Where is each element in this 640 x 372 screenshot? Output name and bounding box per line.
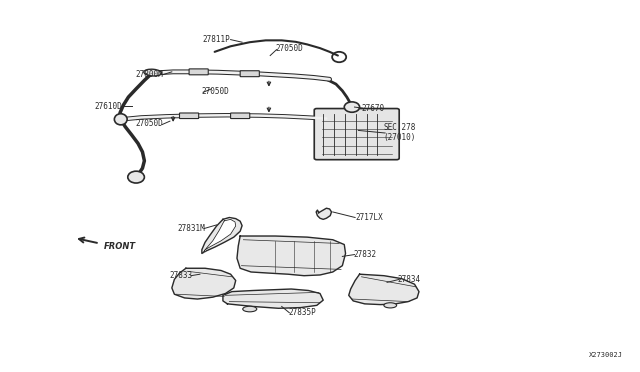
Text: 27800M: 27800M: [136, 70, 164, 79]
Text: 27811P: 27811P: [203, 35, 230, 44]
Polygon shape: [223, 289, 323, 308]
Ellipse shape: [243, 306, 257, 312]
FancyBboxPatch shape: [230, 113, 250, 119]
Text: SEC.278
(27010): SEC.278 (27010): [384, 122, 416, 142]
Ellipse shape: [128, 171, 145, 183]
Text: 27833: 27833: [169, 271, 192, 280]
Text: 27831M: 27831M: [177, 224, 205, 233]
Text: 27832: 27832: [353, 250, 376, 259]
Text: 27670: 27670: [362, 104, 385, 113]
Ellipse shape: [144, 69, 161, 76]
Text: 2717LX: 2717LX: [355, 213, 383, 222]
Text: 27050D: 27050D: [275, 44, 303, 53]
Ellipse shape: [344, 102, 360, 112]
Polygon shape: [202, 218, 242, 253]
Text: FRONT: FRONT: [104, 241, 136, 250]
Text: 27835P: 27835P: [288, 308, 316, 317]
Polygon shape: [237, 236, 346, 276]
FancyBboxPatch shape: [189, 69, 208, 75]
Text: 27050D: 27050D: [202, 87, 230, 96]
Ellipse shape: [115, 114, 127, 125]
Polygon shape: [316, 208, 332, 219]
Text: 27050D: 27050D: [136, 119, 164, 128]
FancyBboxPatch shape: [314, 109, 399, 160]
Polygon shape: [172, 268, 236, 299]
FancyBboxPatch shape: [179, 113, 198, 119]
FancyBboxPatch shape: [240, 71, 259, 77]
Polygon shape: [349, 274, 419, 305]
Text: X273002J: X273002J: [589, 352, 623, 358]
Text: 27610D: 27610D: [94, 102, 122, 111]
Ellipse shape: [384, 303, 397, 308]
Polygon shape: [204, 219, 236, 252]
Text: 27834: 27834: [398, 275, 421, 284]
